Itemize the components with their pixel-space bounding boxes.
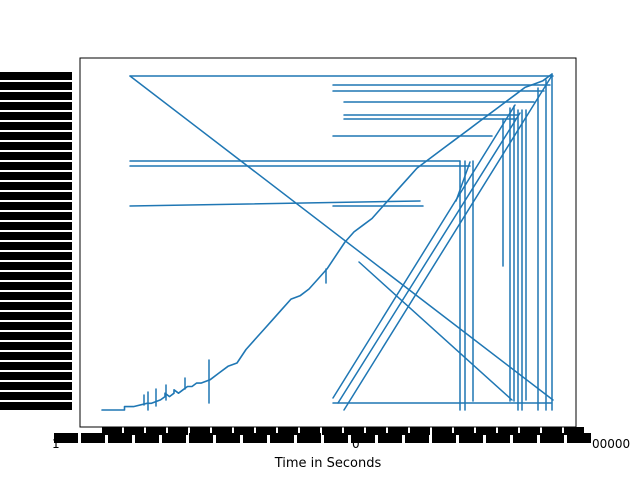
x-tick-mark-block xyxy=(454,427,474,435)
x-tick-label-block xyxy=(567,433,591,443)
y-tick-label-block xyxy=(0,322,72,330)
x-tick-label-middle: 0 xyxy=(352,437,360,451)
y-tick-label-block xyxy=(0,192,72,200)
overlay-diagonal-3 xyxy=(343,76,552,411)
x-tick-label-block xyxy=(270,433,294,443)
x-tick-label-block xyxy=(297,433,321,443)
y-tick-label-block xyxy=(0,272,72,280)
x-tick-mark-block xyxy=(498,427,518,435)
y-tick-label-block xyxy=(0,162,72,170)
y-tick-label-block xyxy=(0,72,72,80)
x-tick-mark-block xyxy=(256,427,276,435)
y-tick-label-block xyxy=(0,222,72,230)
overlay-diagonal-1 xyxy=(332,104,516,399)
x-tick-mark-block xyxy=(432,427,452,435)
y-tick-label-block xyxy=(0,212,72,220)
overlay-line-top-2 xyxy=(129,75,554,401)
x-tick-mark-block xyxy=(278,427,298,435)
y-tick-label-block xyxy=(0,402,72,410)
y-tick-label-block xyxy=(0,372,72,380)
x-tick-mark-block xyxy=(190,427,210,435)
x-tick-mark-block xyxy=(542,427,562,435)
y-tick-label-block xyxy=(0,142,72,150)
y-tick-label-block xyxy=(0,122,72,130)
x-tick-label-block xyxy=(405,433,429,443)
x-tick-label-block xyxy=(216,433,240,443)
x-tick-layer xyxy=(54,427,591,443)
y-tick-layer xyxy=(0,72,72,410)
plot-frame xyxy=(79,57,577,428)
y-tick-label-block xyxy=(0,152,72,160)
y-tick-label-block xyxy=(0,242,72,250)
y-tick-label-block xyxy=(0,352,72,360)
x-tick-mark-block xyxy=(146,427,166,435)
x-tick-label-left: 1 xyxy=(52,437,60,451)
x-tick-mark-block xyxy=(102,427,122,435)
x-tick-label-block xyxy=(486,433,510,443)
x-tick-mark-block xyxy=(212,427,232,435)
x-tick-mark-block xyxy=(168,427,188,435)
x-tick-mark-block xyxy=(476,427,496,435)
overlay-line-middle-1 xyxy=(129,200,421,207)
x-tick-mark-block xyxy=(322,427,342,435)
x-tick-label-block xyxy=(189,433,213,443)
y-tick-label-block xyxy=(0,202,72,210)
y-tick-label-block xyxy=(0,82,72,90)
x-tick-mark-block xyxy=(520,427,540,435)
y-tick-label-block xyxy=(0,392,72,400)
overlay-diagonal-2 xyxy=(337,112,521,404)
y-tick-label-block xyxy=(0,342,72,350)
x-tick-mark-block xyxy=(410,427,430,435)
y-tick-label-block xyxy=(0,282,72,290)
x-tick-label-block xyxy=(378,433,402,443)
x-tick-label-right: 00000 xyxy=(592,437,630,451)
x-tick-label-block xyxy=(540,433,564,443)
x-tick-label-block xyxy=(432,433,456,443)
x-tick-label-block xyxy=(243,433,267,443)
x-tick-mark-block xyxy=(564,427,584,435)
y-tick-label-block xyxy=(0,172,72,180)
y-tick-label-block xyxy=(0,292,72,300)
x-tick-label-block xyxy=(513,433,537,443)
x-axis-label: Time in Seconds xyxy=(274,456,382,471)
y-tick-label-block xyxy=(0,252,72,260)
y-tick-label-block xyxy=(0,362,72,370)
y-tick-label-block xyxy=(0,102,72,110)
y-tick-label-block xyxy=(0,382,72,390)
x-tick-mark-block xyxy=(344,427,364,435)
x-tick-label-block xyxy=(162,433,186,443)
overlay-diagonal-4 xyxy=(358,261,513,401)
x-tick-mark-block xyxy=(124,427,144,435)
y-tick-label-block xyxy=(0,112,72,120)
y-tick-label-block xyxy=(0,182,72,190)
plot-line-layer xyxy=(101,73,554,411)
x-tick-label-block xyxy=(54,433,78,443)
x-tick-mark-block xyxy=(300,427,320,435)
overlay-diagonal-5 xyxy=(455,161,471,202)
x-tick-mark-block xyxy=(388,427,408,435)
x-tick-label-block xyxy=(351,433,375,443)
data-series-line xyxy=(101,73,553,411)
x-tick-label-block xyxy=(459,433,483,443)
y-tick-label-block xyxy=(0,312,72,320)
y-tick-label-block xyxy=(0,132,72,140)
x-tick-label-block xyxy=(81,433,105,443)
x-tick-label-block xyxy=(108,433,132,443)
y-tick-label-block xyxy=(0,302,72,310)
x-tick-label-block xyxy=(324,433,348,443)
y-tick-label-block xyxy=(0,262,72,270)
x-tick-mark-block xyxy=(366,427,386,435)
y-tick-label-block xyxy=(0,332,72,340)
x-tick-mark-block xyxy=(234,427,254,435)
y-tick-label-block xyxy=(0,92,72,100)
y-tick-label-block xyxy=(0,232,72,240)
x-tick-label-block xyxy=(135,433,159,443)
